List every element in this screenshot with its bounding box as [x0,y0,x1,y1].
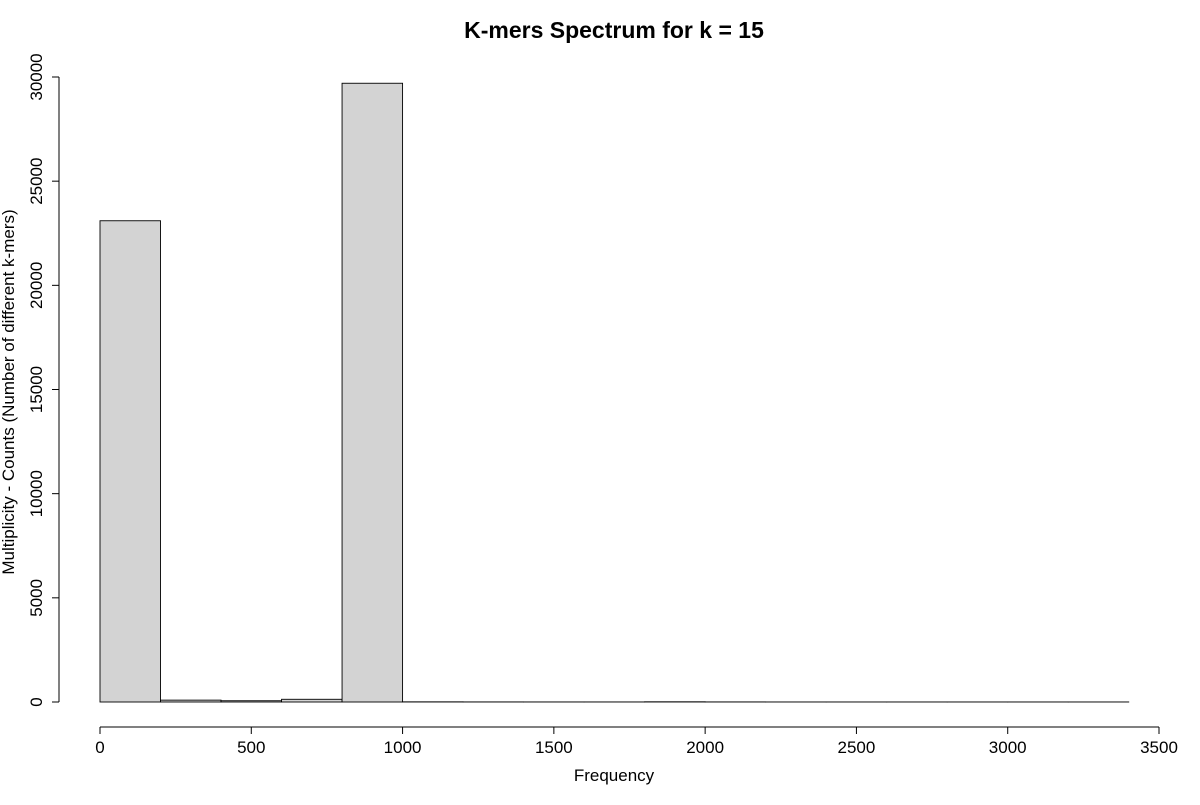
x-axis: 0 500 1000 1500 2000 2500 3000 3500 [95,727,1178,757]
x-tick-label: 0 [95,738,104,757]
y-tick-label: 30000 [27,53,46,100]
x-tick-label: 3000 [989,738,1027,757]
x-tick-label: 3500 [1140,738,1178,757]
y-axis-label: Multiplicity - Counts (Number of differe… [0,209,18,574]
chart-title: K-mers Spectrum for k = 15 [464,17,764,43]
histogram-bar [282,699,343,702]
histogram-bar [161,700,222,702]
y-tick-label: 0 [27,697,46,706]
x-tick-label: 1500 [535,738,573,757]
y-axis: 0 5000 10000 15000 20000 25000 30000 [27,53,59,706]
bars-group [100,83,1129,702]
x-tick-label: 2500 [838,738,876,757]
y-tick-label: 20000 [27,262,46,309]
x-tick-label: 500 [237,738,265,757]
y-tick-label: 5000 [27,579,46,617]
y-tick-label: 15000 [27,366,46,413]
histogram-bar [221,701,282,702]
histogram-bar [342,83,403,702]
x-tick-label: 2000 [686,738,724,757]
y-tick-label: 25000 [27,158,46,205]
y-tick-label: 10000 [27,470,46,517]
x-axis-label: Frequency [574,766,655,785]
histogram-bar [100,221,161,702]
x-tick-label: 1000 [384,738,422,757]
